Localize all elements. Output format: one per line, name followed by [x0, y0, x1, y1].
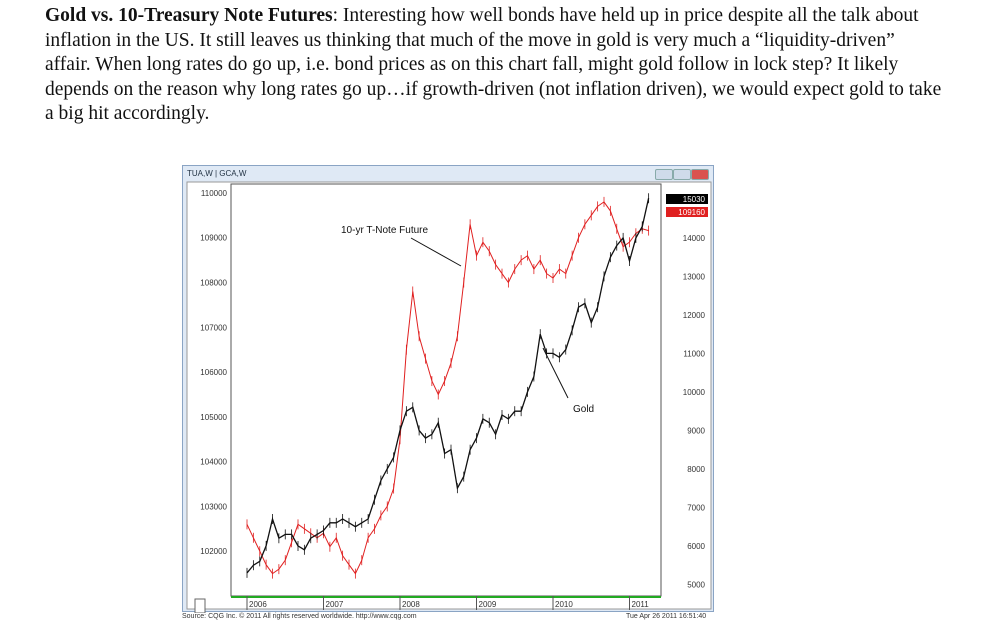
x-tick-label: 2009	[479, 600, 497, 609]
left-axis-tick-label: 108000	[200, 279, 227, 288]
plot-area	[230, 183, 662, 597]
gold-last-value-tag	[666, 194, 708, 204]
tnote-last-value-tag	[666, 207, 708, 217]
x-tick-label: 2008	[402, 600, 420, 609]
right-axis-tick-label: 12000	[683, 311, 706, 320]
source-note: Source: CQG Inc. © 2011 All rights reser…	[182, 613, 417, 620]
gold-annotation-arrow	[542, 347, 569, 399]
chart-window: 110000 109000 108000 107000 106000 105000 1040…	[182, 165, 714, 613]
left-axis-tick-label: 110000	[201, 189, 228, 198]
right-axis-tick-label: 7000	[687, 503, 705, 512]
x-tick-label: 2006	[249, 600, 267, 609]
gold-annotation: Gold	[573, 404, 594, 415]
x-tick-label: 2011	[632, 600, 650, 609]
right-axis-tick-label: 9000	[687, 426, 705, 435]
series-line-gold	[246, 198, 650, 574]
tnote-annotation-arrow	[410, 237, 462, 267]
tnote-last-value: 109160	[678, 208, 705, 217]
close-button[interactable]	[691, 169, 709, 180]
window-title: TUA,W | GCA,W	[187, 169, 247, 178]
right-axis-tick-label: 6000	[687, 542, 705, 551]
left-axis-tick-label: 109000	[200, 234, 227, 243]
right-axis-tick-label: 10000	[683, 388, 706, 397]
commentary-paragraph: Gold vs. 10-Treasury Note Futures: Inter…	[45, 4, 945, 127]
timestamp: Tue Apr 26 2011 16:51:40	[626, 613, 707, 620]
scroll-box	[194, 598, 206, 613]
left-axis-tick-label: 106000	[200, 368, 227, 377]
chart-svg: 110000 109000 108000 107000 106000 105000 1040…	[186, 181, 712, 613]
left-axis-tick-label: 103000	[200, 502, 227, 511]
commentary-text: : Interesting how well bonds have held u…	[45, 5, 942, 125]
left-axis-tick-label: 104000	[200, 458, 227, 467]
right-axis-tick-label: 5000	[687, 580, 705, 589]
left-axis-tick-label: 107000	[200, 323, 227, 332]
left-axis-tick-label: 102000	[200, 547, 227, 556]
tnote-annotation: 10-yr T-Note Future	[341, 225, 429, 236]
gold-last-value: 15030	[683, 195, 706, 204]
left-axis-tick-label: 105000	[200, 413, 227, 422]
right-axis-tick-label: 11000	[683, 349, 705, 358]
maximize-button[interactable]	[673, 169, 691, 180]
commentary-heading: Gold vs. 10-Treasury Note Futures	[45, 5, 333, 26]
minimize-button[interactable]	[655, 169, 673, 180]
right-axis-tick-label: 8000	[687, 465, 705, 474]
right-axis-tick-label: 13000	[683, 272, 706, 281]
x-tick-label: 2007	[326, 600, 344, 609]
right-axis-tick-label: 14000	[683, 234, 706, 243]
x-tick-label: 2010	[555, 600, 573, 609]
